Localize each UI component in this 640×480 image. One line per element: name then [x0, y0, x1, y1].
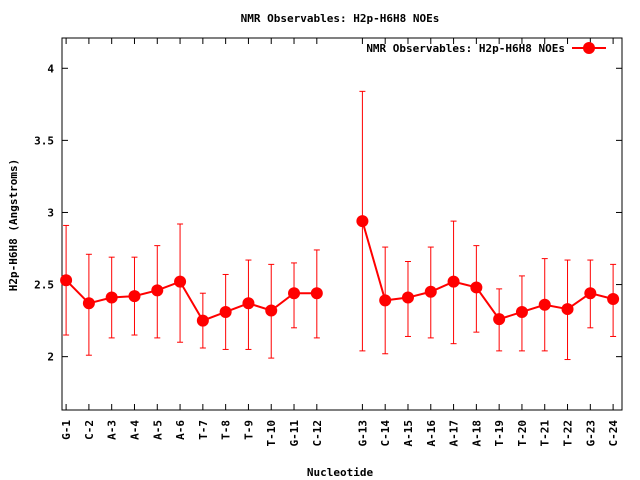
data-point — [447, 275, 460, 288]
data-point — [310, 287, 323, 300]
data-point — [174, 275, 187, 288]
y-tick-label: 2.5 — [34, 279, 54, 292]
legend-label: NMR Observables: H2p-H6H8 NOEs — [366, 42, 565, 55]
data-point — [493, 313, 506, 326]
data-point — [401, 291, 414, 304]
x-tick-label: C-2 — [83, 420, 96, 440]
data-point — [538, 298, 551, 311]
x-tick-label: A-3 — [106, 420, 119, 440]
data-point — [379, 294, 392, 307]
x-tick-label: A-16 — [425, 420, 438, 447]
y-tick-label: 3 — [47, 206, 54, 219]
legend-marker — [583, 42, 595, 54]
data-point — [151, 284, 164, 297]
x-tick-label: T-8 — [220, 420, 233, 440]
x-tick-label: G-1 — [60, 420, 73, 440]
data-point — [356, 215, 369, 228]
data-point — [515, 305, 528, 318]
x-tick-label: A-17 — [448, 420, 461, 447]
y-axis-label: H2p-H6H8 (Angstroms) — [7, 159, 20, 291]
data-point — [470, 281, 483, 294]
x-tick-label: A-4 — [128, 420, 141, 440]
x-tick-label: G-13 — [356, 420, 369, 447]
x-tick-label: G-23 — [584, 420, 597, 447]
series-line — [361, 220, 614, 321]
x-tick-label: A-5 — [151, 420, 164, 440]
data-point — [424, 285, 437, 298]
x-tick-label: A-15 — [402, 420, 415, 447]
x-tick-label: T-20 — [516, 420, 529, 447]
data-point — [82, 297, 95, 310]
plot-frame — [61, 37, 623, 411]
data-point — [288, 287, 301, 300]
data-point — [242, 297, 255, 310]
x-tick-label: T-21 — [539, 420, 552, 447]
data-point — [607, 292, 620, 305]
chart-title: NMR Observables: H2p-H6H8 NOEs — [241, 12, 440, 25]
x-tick-label: T-10 — [265, 420, 278, 447]
data-point — [196, 314, 209, 327]
data-point — [265, 304, 278, 317]
x-tick-label: C-12 — [311, 420, 324, 447]
axes: 2 2.5 3 3.5 4 G-1 C-2 A-3 A-4 A-5 A-6 T-7 T-8 T-9 T-10… — [34, 38, 622, 447]
x-tick-label: A-18 — [470, 420, 483, 447]
data-point — [105, 291, 118, 304]
x-tick-label: C-24 — [607, 420, 620, 447]
x-tick-label: T-22 — [562, 420, 575, 447]
data-point — [128, 290, 141, 303]
x-tick-label: C-14 — [379, 420, 392, 447]
legend: NMR Observables: H2p-H6H8 NOEs — [366, 42, 606, 55]
data-point — [60, 274, 73, 287]
y-tick-label: 2 — [47, 351, 54, 364]
y-tick-label: 3.5 — [34, 134, 54, 147]
x-tick-label: G-11 — [288, 420, 301, 447]
data-point — [584, 287, 597, 300]
x-tick-label: A-6 — [174, 420, 187, 440]
x-tick-label: T-7 — [197, 420, 210, 440]
data-point — [561, 303, 574, 316]
data-point — [219, 305, 232, 318]
data-marks — [60, 90, 620, 361]
x-tick-label: T-19 — [493, 420, 506, 447]
x-tick-label: T-9 — [242, 420, 255, 440]
x-axis-label: Nucleotide — [307, 466, 374, 479]
series-line — [65, 279, 317, 322]
y-tick-label: 4 — [47, 62, 54, 75]
